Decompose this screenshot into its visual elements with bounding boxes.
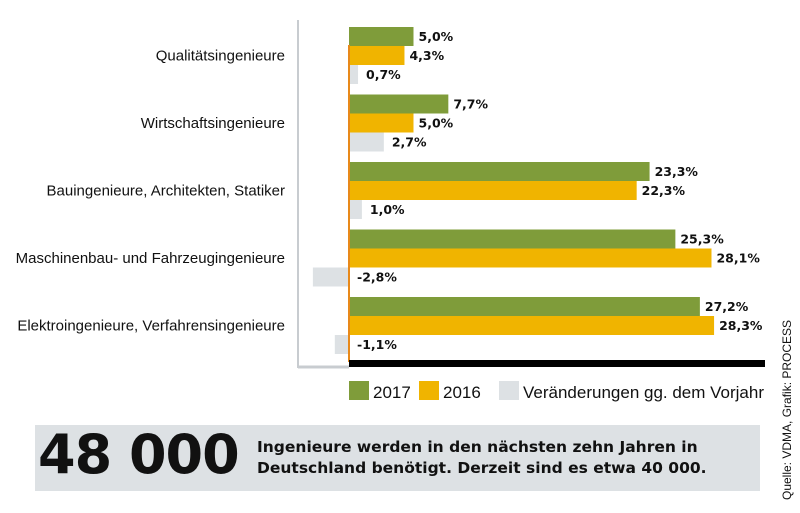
bar-2017 [349,27,414,46]
data-label: 23,3% [655,164,699,179]
bar-veränderungen [349,132,384,152]
data-label: 25,3% [680,232,724,247]
bar-2017 [349,94,449,114]
category-label: Wirtschaftsingenieure [141,115,285,132]
callout-box [35,425,760,491]
data-label: -1,1% [357,337,397,352]
source-note: Quelle: VDMA, Grafik: PROCESS [780,319,794,500]
legend-swatch [499,381,519,400]
bar-2017 [349,297,700,316]
data-label: -2,8% [357,270,397,285]
bar-2016 [349,248,712,268]
legend-label: Veränderungen gg. dem Vorjahr [523,383,764,402]
category-label: Qualitätsingenieure [156,48,285,65]
bar-2017 [349,162,650,181]
data-label: 1,0% [370,202,405,217]
bar-veränderungen [349,200,362,219]
legend-label: 2017 [373,383,411,402]
data-label: 0,7% [366,67,401,82]
callout-number: 48 000 [38,423,240,486]
category-label: Elektroingenieure, Verfahrensingenieure [17,318,285,335]
bar-veränderungen [349,65,359,84]
legend-swatch [419,381,439,400]
bar-2016 [349,181,637,200]
bar-veränderungen [334,335,349,354]
data-label: 4,3% [409,48,444,63]
bar-chart: Qualitätsingenieure 5,0% 4,3% 0,7% Wirtschaf… [16,20,765,402]
data-label: 28,3% [719,318,763,333]
data-label: 5,0% [419,116,454,131]
legend-swatch [349,381,369,400]
bar-2016 [349,113,414,133]
bar-veränderungen [312,267,349,287]
data-label: 28,1% [716,251,760,266]
data-label: 7,7% [453,97,488,112]
callout-text: Ingenieure werden in den nächsten zehn J… [257,438,707,477]
bar-2016 [349,46,405,65]
x-axis-line [349,360,765,367]
data-label: 2,7% [392,135,427,150]
data-label: 27,2% [705,299,749,314]
category-label: Bauingenieure, Architekten, Statiker [47,183,285,200]
category-label: Maschinenbau- und Fahrzeugingenieure [16,250,285,267]
data-label: 5,0% [419,29,454,44]
bar-2017 [349,229,676,249]
legend-label: 2016 [443,383,481,402]
data-label: 22,3% [642,183,686,198]
bar-2016 [349,316,715,335]
